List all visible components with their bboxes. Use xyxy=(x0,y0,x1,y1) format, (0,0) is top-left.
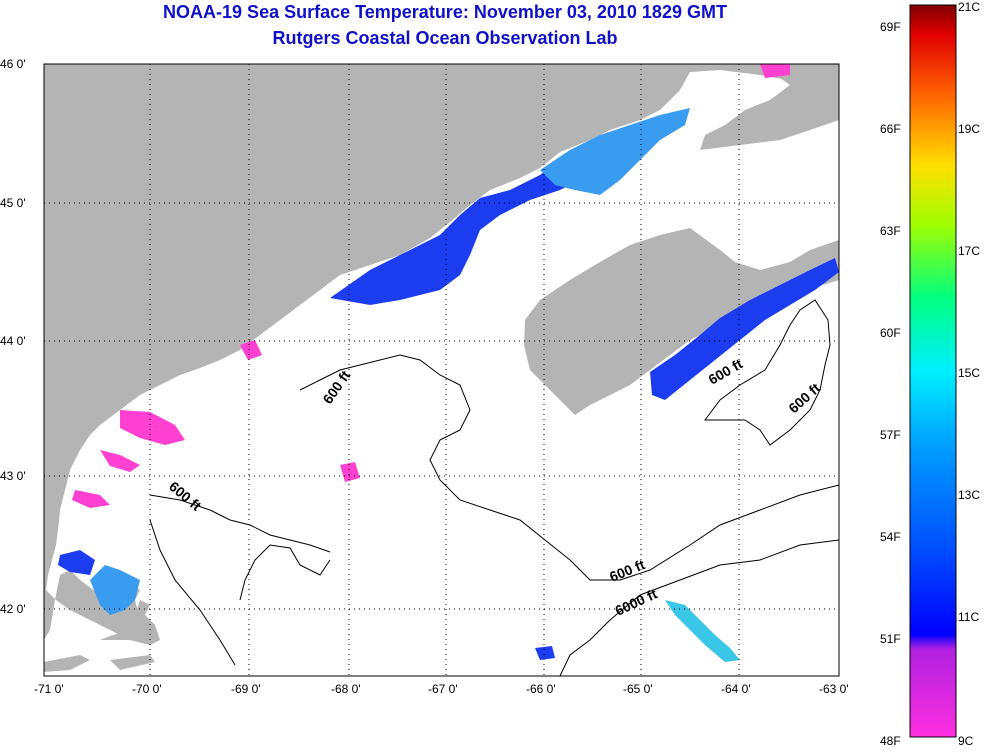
colorbar xyxy=(909,4,957,738)
land-cape-breton xyxy=(700,64,839,150)
colorbar-c-label: 17C xyxy=(958,244,981,258)
lon-label: -70 0' xyxy=(132,682,162,696)
colorbar-c-label: 11C xyxy=(958,610,980,624)
map-layers xyxy=(44,64,839,676)
lon-label: -66 0' xyxy=(526,682,556,696)
lat-label: 42 0' xyxy=(0,602,26,616)
map-title: NOAA-19 Sea Surface Temperature: Novembe… xyxy=(163,2,727,22)
colorbar-c-label: 21C xyxy=(958,0,981,14)
colorbar-f-label: 57F xyxy=(880,428,901,442)
plot-frame xyxy=(43,63,840,677)
lon-label: -71 0' xyxy=(34,682,64,696)
lat-label: 45 0' xyxy=(0,196,26,210)
colorbar-c-label: 15C xyxy=(958,366,981,380)
lat-label: 44 0' xyxy=(0,334,26,348)
colorbar-f-label: 69F xyxy=(880,20,901,34)
lon-label: -64 0' xyxy=(721,682,751,696)
colorbar-f-label: 54F xyxy=(880,530,901,544)
contour-lines xyxy=(149,299,839,676)
lon-label: -69 0' xyxy=(231,682,261,696)
lon-label: -68 0' xyxy=(331,682,361,696)
lat-label: 43 0' xyxy=(0,469,26,483)
colorbar-f-label: 63F xyxy=(880,224,901,238)
colorbar-f-label: 48F xyxy=(880,734,901,748)
map-subtitle: Rutgers Coastal Ocean Observation Lab xyxy=(272,28,618,48)
colorbar-c-label: 13C xyxy=(958,488,981,502)
lon-label: -67 0' xyxy=(428,682,458,696)
land-cape-cod xyxy=(100,600,160,645)
land-nova-scotia xyxy=(524,228,839,415)
land-mainland xyxy=(44,64,839,645)
lat-label: 46 0' xyxy=(0,57,26,71)
lon-label: -63 0' xyxy=(819,682,849,696)
lon-label: -65 0' xyxy=(623,682,653,696)
colorbar-f-label: 51F xyxy=(880,632,901,646)
sst-patches xyxy=(58,64,839,662)
colorbar-c-label: 19C xyxy=(958,122,981,136)
colorbar-c-label: 9C xyxy=(958,734,974,748)
colorbar-f-label: 66F xyxy=(880,122,901,136)
land-islands xyxy=(44,655,155,672)
graticule xyxy=(44,64,839,676)
colorbar-f-label: 60F xyxy=(880,326,901,340)
